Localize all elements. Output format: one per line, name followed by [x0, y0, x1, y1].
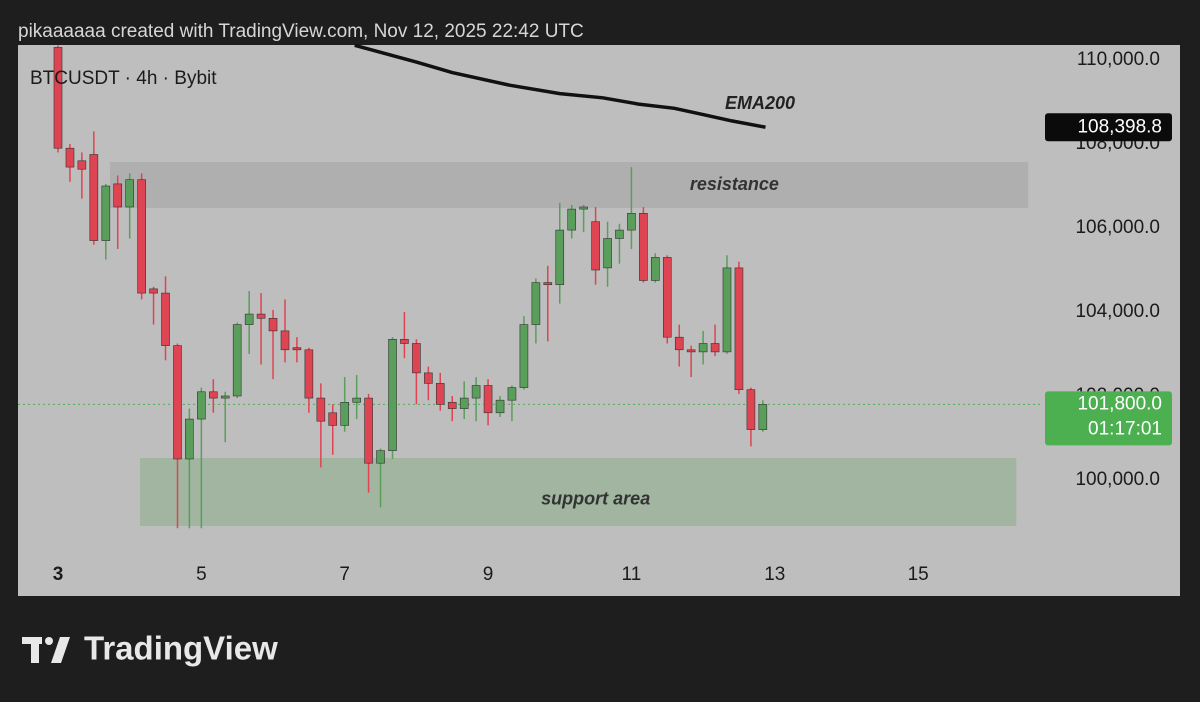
candle-body [459, 397, 469, 409]
candle-body [495, 399, 505, 414]
candle-body [686, 349, 696, 353]
candle-body [447, 401, 457, 409]
x-tick-label: 15 [908, 564, 929, 585]
y-tick-label: 104,000.0 [1075, 301, 1160, 322]
candle-body [639, 212, 648, 281]
y-tick-label: 106,000.0 [1075, 217, 1160, 238]
ema-price-label: 108,398.8 [1077, 116, 1162, 137]
candle-body [543, 282, 553, 285]
ema-line [354, 43, 766, 129]
zone-label: resistance [690, 174, 779, 194]
symbol-title: BTCUSDT · 4h · Bybit [30, 68, 217, 89]
candle-body [161, 292, 170, 346]
candle-body [328, 412, 338, 426]
candle-body [137, 179, 146, 294]
candle-body [531, 282, 541, 325]
candle-body [662, 257, 672, 338]
candle-body [615, 229, 624, 239]
candle-body [77, 160, 87, 170]
x-tick-label: 3 [53, 564, 64, 585]
candle-body [352, 397, 361, 403]
last-price-tag [1045, 391, 1172, 446]
logo-text: TradingView [84, 630, 278, 667]
candle-body [579, 206, 588, 210]
zone [110, 162, 1029, 209]
candle-body [734, 267, 744, 390]
zone-label: support area [541, 489, 650, 509]
candle-body [244, 313, 254, 325]
countdown-label: 01:17:01 [1088, 418, 1162, 439]
candle-body [698, 343, 708, 353]
candle-body [197, 391, 206, 420]
candle-body [101, 185, 111, 241]
candle-body [173, 345, 182, 460]
candle-body [89, 154, 99, 241]
candle-body [209, 391, 218, 399]
last-price-label: 101,800.0 [1077, 393, 1162, 414]
ema-price-tag [1045, 113, 1172, 142]
candle-body [519, 324, 529, 388]
candle-body [650, 257, 660, 281]
x-tick-label: 13 [764, 564, 785, 585]
candle-body [268, 317, 278, 332]
candle-body [316, 397, 326, 422]
x-tick-label: 7 [339, 564, 350, 585]
candle-body [435, 383, 445, 405]
candle-body [412, 343, 421, 374]
ema-label: EMA200 [725, 93, 795, 113]
candle-body [710, 343, 720, 353]
candle-body [400, 338, 409, 344]
x-tick-label: 11 [622, 564, 642, 585]
candle-body [555, 229, 565, 285]
candle-body [674, 336, 684, 351]
candle-body [507, 387, 517, 401]
candle-body [304, 349, 314, 399]
candle-body [53, 47, 63, 149]
candle-body [567, 208, 577, 231]
candle-body [376, 450, 385, 464]
y-tick-label: 100,000.0 [1075, 469, 1160, 490]
candle-body [292, 347, 302, 351]
candle-body [483, 385, 493, 414]
candle-body [627, 212, 636, 231]
candle-body [591, 221, 600, 271]
zone [139, 457, 1017, 526]
x-tick-label: 5 [196, 564, 207, 585]
candle-body [340, 401, 350, 426]
candle-body [65, 147, 75, 168]
candle-body [722, 267, 732, 353]
candle-body [603, 238, 612, 269]
candle-body [471, 385, 481, 399]
candle-body [232, 324, 242, 397]
x-tick-label: 9 [483, 564, 494, 585]
candle-body [113, 183, 123, 208]
candle-body [758, 404, 768, 430]
candle-body [220, 395, 230, 399]
candle-body [388, 338, 397, 451]
candle-body [364, 397, 373, 464]
candle-body [424, 372, 433, 384]
candle-body [149, 288, 158, 294]
plot: 100,000.0102,000.0104,000.0106,000.0108,… [18, 43, 1172, 585]
candle-body [280, 330, 290, 351]
y-tick-label: 110,000.0 [1077, 49, 1160, 70]
candle-body [256, 313, 266, 319]
logo-icon [22, 637, 70, 663]
candle-body [746, 389, 756, 430]
candle-body [125, 179, 134, 208]
candle-body [185, 418, 194, 460]
attribution: pikaaaaaa created with TradingView.com, … [18, 21, 584, 42]
